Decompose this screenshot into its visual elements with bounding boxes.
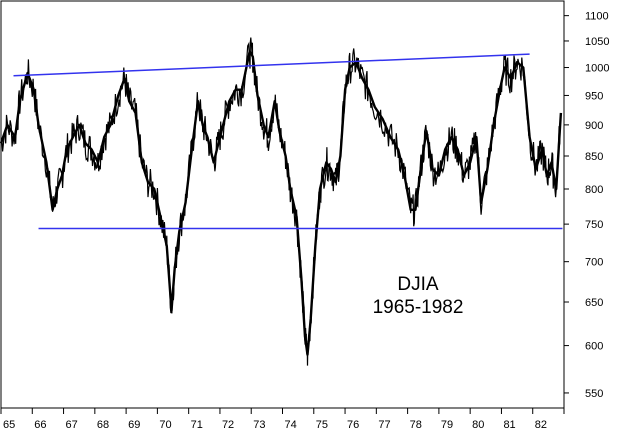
x-tick-label: 77 (378, 419, 390, 431)
y-tick-label: 950 (585, 90, 603, 102)
x-tick-label: 80 (472, 419, 484, 431)
y-tick-label: 750 (585, 219, 603, 231)
y-tick-label: 1000 (585, 63, 609, 75)
x-tick-label: 75 (316, 419, 328, 431)
series-layer (0, 37, 563, 366)
x-tick-label: 71 (191, 419, 203, 431)
y-tick-label: 1050 (585, 36, 609, 48)
x-tick-label: 74 (285, 419, 297, 431)
annotation-line-2: 1965-1982 (373, 297, 464, 318)
y-tick-label: 900 (585, 120, 603, 132)
y-tick-label: 850 (585, 151, 603, 163)
x-axis-ticks: 65 66 67 68 69 70 71 72 73 74 75 76 77 78 79 80 81 82 (0, 408, 565, 431)
y-tick-label: 800 (585, 184, 603, 196)
y-tick-label: 600 (585, 341, 603, 353)
y-tick-label: 1100 (585, 11, 609, 23)
trendline-layer (13, 53, 563, 230)
x-tick-label: 70 (159, 419, 171, 431)
plot-frame (0, 0, 565, 409)
x-tick-label: 67 (66, 419, 78, 431)
x-tick-label: 79 (441, 419, 453, 431)
y-tick-label: 650 (585, 297, 603, 309)
x-tick-label: 69 (128, 419, 140, 431)
x-tick-label: 66 (34, 419, 46, 431)
x-tick-label: 76 (347, 419, 359, 431)
y-axis-ticks: 550 600 650 700 750 800 850 900 950 1000 1050 1100 (564, 11, 609, 400)
x-tick-label: 78 (410, 419, 422, 431)
upper-trendline (13, 53, 530, 77)
x-tick-label: 82 (535, 419, 547, 431)
x-tick-label: 81 (503, 419, 515, 431)
annotation-line-1: DJIA (397, 274, 439, 295)
x-tick-label: 73 (253, 419, 265, 431)
y-tick-label: 700 (585, 257, 603, 269)
y-tick-label: 550 (585, 388, 603, 400)
x-tick-label: 65 (3, 419, 15, 431)
x-tick-label: 72 (222, 419, 234, 431)
djia-price-noise (0, 37, 561, 366)
x-tick-label: 68 (97, 419, 109, 431)
